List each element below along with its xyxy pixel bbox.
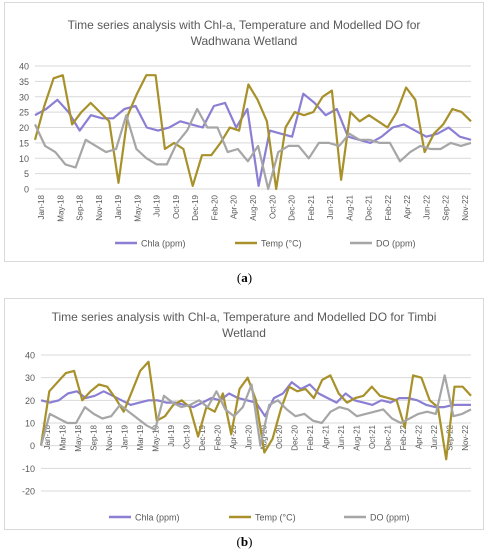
y-tick-label: 30: [25, 373, 35, 383]
series-line: [34, 92, 472, 187]
x-tick-label: Oct-19: [172, 194, 181, 219]
x-tick-label: Apr-20: [230, 194, 239, 219]
series-line: [39, 360, 472, 461]
chart-title: Time series analysis with Chl-a, Tempera…: [52, 310, 437, 324]
legend-label: DO (ppm): [376, 239, 416, 249]
x-tick-label: Sep-22: [446, 424, 455, 450]
x-tick-label: Sep-22: [442, 194, 451, 220]
chart-title: Wadhwana Wetland: [191, 34, 298, 48]
panel-label-a: (a): [236, 270, 253, 285]
x-tick-label: Jun-21: [326, 194, 335, 219]
x-tick-label: Dec-19: [191, 194, 200, 220]
legend-label: Temp (°C): [261, 239, 302, 249]
y-tick-label: 20: [19, 123, 29, 133]
x-tick-label: Dec-21: [365, 194, 374, 220]
x-tick-label: Jun-20: [244, 424, 253, 449]
y-tick-label: 0: [30, 441, 35, 451]
y-tick-label: 20: [25, 396, 35, 406]
x-tick-label: May-19: [133, 194, 142, 221]
x-tick-label: Dec-19: [198, 424, 207, 450]
chart-panel-a: Time series analysis with Chl-a, Tempera…: [4, 2, 484, 262]
y-tick-label: 35: [19, 77, 29, 87]
x-tick-label: Oct-20: [268, 194, 277, 219]
x-tick-label: Dec-20: [288, 194, 297, 220]
legend-label: Temp (°C): [255, 513, 296, 523]
x-tick-label: May-18: [74, 424, 83, 451]
y-tick-label: 0: [24, 185, 29, 195]
x-tick-label: Mar-18: [58, 424, 67, 450]
x-tick-label: Apr-22: [415, 424, 424, 449]
x-tick-label: Apr-21: [322, 424, 331, 449]
x-tick-label: Dec-20: [291, 424, 300, 450]
chart-timbi: Time series analysis with Chl-a, Tempera…: [22, 310, 472, 523]
x-tick-label: Oct-19: [182, 424, 191, 449]
y-tick-label: 25: [19, 108, 29, 118]
chart-title: Time series analysis with Chl-a, Tempera…: [68, 18, 421, 32]
x-tick-label: Apr-22: [403, 194, 412, 219]
x-tick-label: Aug-21: [345, 194, 354, 220]
x-tick-label: Feb-22: [399, 424, 408, 450]
series-line: [33, 74, 472, 191]
x-tick-label: Jan-18: [37, 194, 46, 219]
chart-title: Wetland: [222, 326, 266, 340]
legend-label: Chla (ppm): [141, 239, 186, 249]
x-tick-label: Jan-18: [43, 424, 52, 449]
chart-panel-b: Time series analysis with Chl-a, Tempera…: [4, 298, 484, 530]
series-line: [39, 374, 472, 447]
x-tick-label: Nov-22: [461, 424, 470, 450]
y-tick-label: 40: [25, 351, 35, 361]
x-tick-label: Sep-18: [89, 424, 98, 450]
x-tick-label: Jan-19: [120, 424, 129, 449]
x-tick-label: Jul-19: [167, 424, 176, 446]
x-tick-label: Feb-20: [213, 424, 222, 450]
x-tick-label: Nov-22: [461, 194, 470, 220]
x-tick-label: Apr-20: [229, 424, 238, 449]
x-tick-label: Aug-20: [260, 424, 269, 450]
x-tick-label: Oct-20: [275, 424, 284, 449]
legend-label: Chla (ppm): [135, 513, 180, 523]
x-tick-label: Aug-21: [353, 424, 362, 450]
x-tick-label: May-18: [56, 194, 65, 221]
x-tick-label: Aug-20: [249, 194, 258, 220]
y-tick-label: 10: [19, 154, 29, 164]
x-tick-label: Nov-18: [105, 424, 114, 450]
x-tick-label: Jun-22: [422, 194, 431, 219]
legend-label: DO (ppm): [370, 513, 410, 523]
x-tick-label: Mar-19: [136, 424, 145, 450]
x-tick-label: Sep-18: [76, 194, 85, 220]
chart-wadhwana: Time series analysis with Chl-a, Tempera…: [19, 18, 472, 249]
y-tick-label: 40: [19, 62, 29, 72]
x-tick-label: Jan-19: [114, 194, 123, 219]
x-tick-label: Jun-22: [430, 424, 439, 449]
x-tick-label: Jul-19: [153, 194, 162, 216]
x-tick-label: May-19: [151, 424, 160, 451]
y-tick-label: 10: [25, 419, 35, 429]
x-tick-label: Dec-21: [384, 424, 393, 450]
x-tick-label: Feb-20: [210, 194, 219, 220]
x-tick-label: Feb-21: [306, 424, 315, 450]
x-tick-label: Feb-21: [307, 194, 316, 220]
y-tick-label: 15: [19, 138, 29, 148]
x-tick-label: Feb-22: [384, 194, 393, 220]
y-tick-label: 5: [24, 169, 29, 179]
y-tick-label: -10: [22, 464, 35, 474]
series-line: [34, 107, 472, 191]
x-tick-label: Nov-18: [95, 194, 104, 220]
x-tick-label: Oct-21: [368, 424, 377, 449]
y-tick-label: 30: [19, 92, 29, 102]
x-tick-label: Jun-21: [337, 424, 346, 449]
y-tick-label: -20: [22, 487, 35, 497]
panel-label-b: (b): [236, 534, 253, 549]
